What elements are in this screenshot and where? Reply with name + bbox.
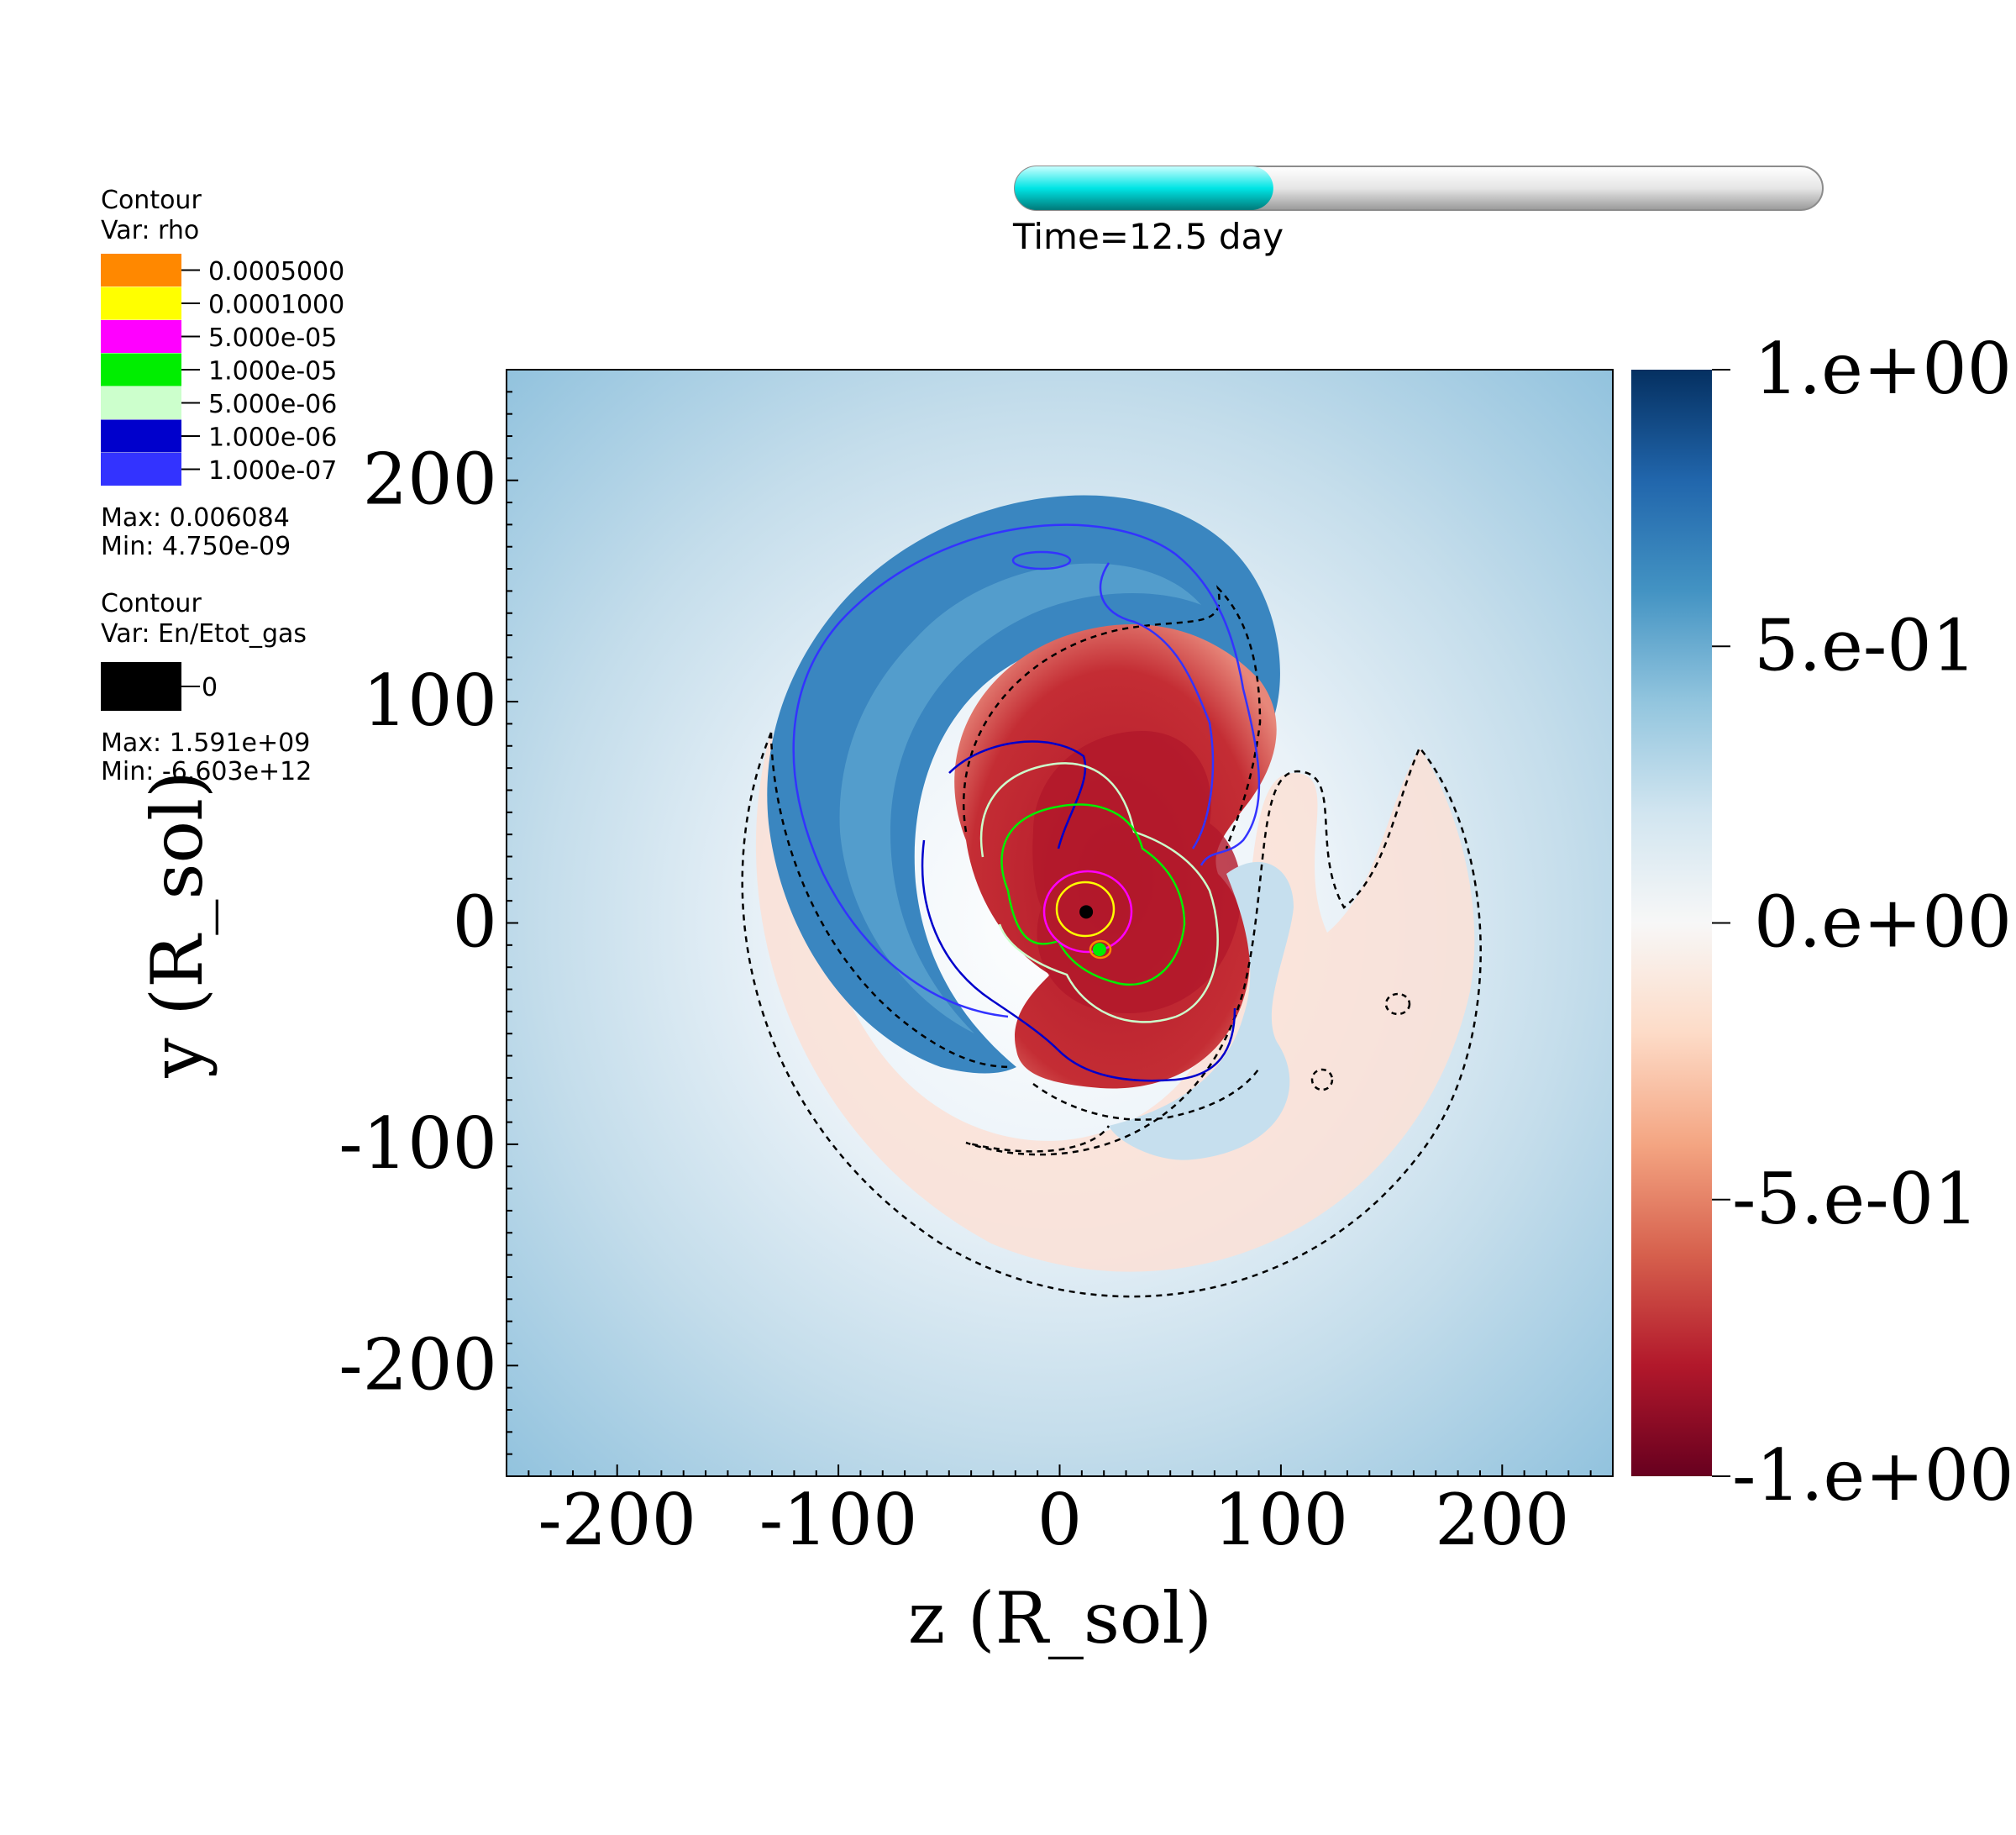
unbound-wedge-lightblue <box>1109 861 1294 1160</box>
rho-contour-small-loop <box>1011 550 1072 570</box>
y-tick-label: -200 <box>339 1323 497 1406</box>
colorbar-tick-label: 0.e+00 <box>1754 881 2012 964</box>
legend-rho-swatches: 0.0005000 0.0001000 5.000e-05 1.000e-05 5.00… <box>101 254 344 486</box>
bound-core-inner <box>1032 731 1242 1013</box>
energy-contour-blob-1 <box>1384 992 1411 1016</box>
rho-contour-5e-06 <box>979 762 1219 1023</box>
x-tick-label: 0 <box>1037 1479 1082 1561</box>
rho-contour-5e-05 <box>1042 870 1133 954</box>
colorbar-tick-label: 5.e-01 <box>1754 604 1977 686</box>
legend-rho-max: Max: 0.006084 <box>101 503 290 533</box>
legend-rho-swatch <box>101 254 181 287</box>
colorbar-tick-label: -5.e-01 <box>1732 1158 1979 1240</box>
colorbar-tick-label: 1.e+00 <box>1754 328 2012 410</box>
rho-contour-1e-06 <box>921 740 1236 1082</box>
heatmap-plot: -200 -100 0 100 200 200 100 0 -100 -200 z (R_sol… <box>136 369 1614 1659</box>
legend-rho-var: Var: rho <box>101 216 199 245</box>
legend-rho-swatch <box>101 419 181 453</box>
x-axis-label: z (R_sol) <box>908 1577 1212 1659</box>
y-tick-label: -100 <box>339 1102 497 1185</box>
legend-rho-level-label: 0.0005000 <box>208 257 344 287</box>
legend-energy-var: Var: En/Etot_gas <box>101 619 307 649</box>
legend-rho-swatch <box>101 320 181 353</box>
y-axis-ticks: 200 100 0 -100 -200 <box>339 369 518 1477</box>
spiral-arm-blue-light <box>839 563 1201 1033</box>
y-tick-label: 0 <box>453 881 497 964</box>
plot-field-features <box>741 495 1482 1298</box>
legend-rho-level-label: 1.000e-05 <box>208 357 337 386</box>
particle-markers <box>1079 905 1106 957</box>
energy-contour-blob-2 <box>1310 1068 1334 1091</box>
x-tick-label: 100 <box>1214 1479 1348 1561</box>
legend-rho: Contour Var: rho 0.0005000 0.0001000 5.000… <box>101 186 344 561</box>
legend-rho-swatch <box>101 386 181 419</box>
x-axis-ticks: -200 -100 0 100 200 <box>506 1464 1614 1561</box>
legend-rho-min: Min: 4.750e-09 <box>101 532 291 561</box>
colorbar-gradient <box>1631 370 1712 1476</box>
rho-contour-1e-07-inner <box>1099 562 1215 849</box>
colorbar: 1.e+00 5.e-01 0.e+00 -5.e-01 -1.e+00 <box>1631 328 2014 1517</box>
y-axis-label: y (R_sol) <box>136 770 218 1079</box>
particle-marker <box>1092 943 1106 957</box>
energy-contour-inner-loop <box>1032 1066 1262 1121</box>
legend-rho-swatch <box>101 353 181 386</box>
x-tick-label: 200 <box>1435 1479 1569 1561</box>
energy-contour-arm <box>769 732 1013 1069</box>
legend-rho-level-label: 5.000e-06 <box>208 390 337 419</box>
rho-contour-5e-04 <box>1089 939 1112 960</box>
x-tick-label: -200 <box>538 1479 696 1561</box>
legend-rho-level-label: 5.000e-05 <box>208 323 337 353</box>
particle-marker <box>1079 905 1094 919</box>
legend-rho-level-label: 1.000e-06 <box>208 423 337 453</box>
colorbar-tick-label: -1.e+00 <box>1732 1434 2014 1517</box>
legend-rho-level-label: 0.0001000 <box>208 291 344 320</box>
legend-energy-level: 0 <box>202 673 218 702</box>
time-progress-bar: Time=12.5 day <box>1012 166 1824 257</box>
time-bar-fill <box>1015 166 1273 210</box>
legend-energy-min: Min: -6.603e+12 <box>101 757 312 786</box>
legend-rho-level-label: 1.000e-07 <box>208 456 337 486</box>
time-label: Time=12.5 day <box>1012 216 1284 257</box>
colorbar-ticks: 1.e+00 5.e-01 0.e+00 -5.e-01 -1.e+00 <box>1712 328 2014 1517</box>
legend-rho-swatch <box>101 287 181 320</box>
negative-energy-outer-ring <box>755 731 1475 1272</box>
legend-energy: Contour Var: En/Etot_gas 0 Max: 1.591e+0… <box>101 589 312 786</box>
rho-contour-1e-07 <box>792 523 1261 1018</box>
energy-contour-outer <box>741 732 1482 1298</box>
y-tick-label: 100 <box>363 660 497 742</box>
legend-energy-swatch <box>101 662 181 711</box>
rho-contour-1e-04 <box>1055 881 1116 938</box>
legend-rho-swatch <box>101 453 181 486</box>
x-tick-label: -100 <box>759 1479 918 1561</box>
legend-energy-title: Contour <box>101 589 202 618</box>
legend-rho-title: Contour <box>101 186 202 215</box>
y-tick-label: 200 <box>363 439 497 521</box>
legend-energy-max: Max: 1.591e+09 <box>101 728 310 758</box>
